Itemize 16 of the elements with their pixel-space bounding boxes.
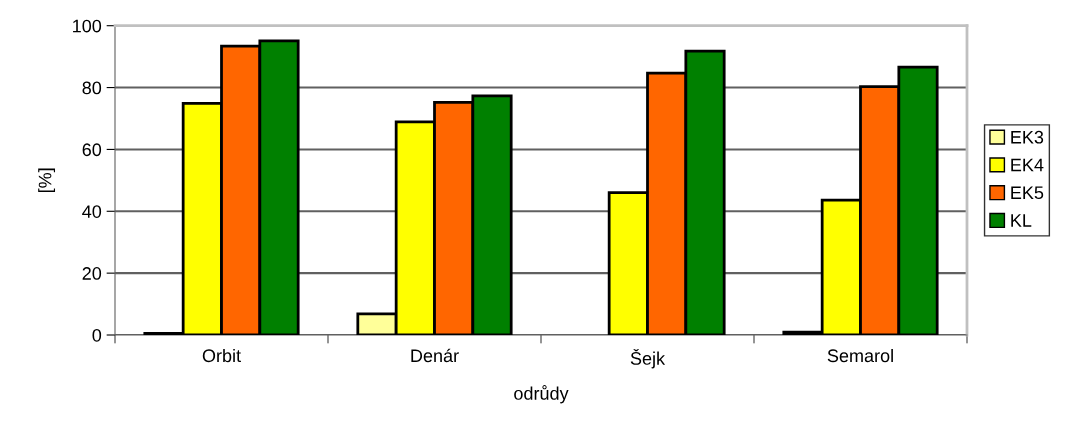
x-axis-title: odrůdy <box>514 385 569 404</box>
y-tick-label: 40 <box>82 205 102 218</box>
y-tick-label: 80 <box>82 81 102 95</box>
x-tick-label: Orbit <box>202 348 241 363</box>
y-tick-label: 20 <box>82 267 102 280</box>
x-tick-label: Semarol <box>827 348 893 363</box>
y-tick-label: 100 <box>73 19 102 33</box>
legend-label: EK5 <box>1011 186 1044 200</box>
y-tick-label: 0 <box>92 328 102 342</box>
x-tick-label: Denár <box>411 348 459 363</box>
y-axis-title: [%] <box>38 168 56 193</box>
legend-label: EK3 <box>1011 130 1044 144</box>
x-tick-label: Šejk <box>630 348 666 369</box>
y-tick-label: 60 <box>82 143 102 157</box>
legend-label: EK4 <box>1011 158 1044 172</box>
legend-label: KL <box>1011 214 1032 227</box>
